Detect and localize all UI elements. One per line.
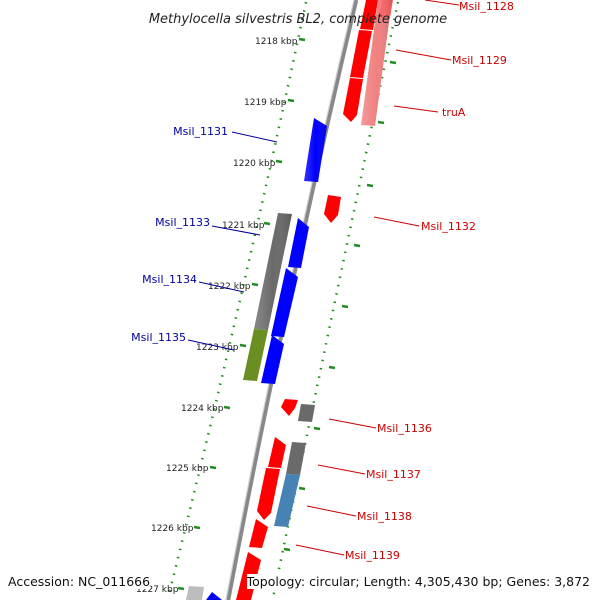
gene-msil-1138-blue[interactable] bbox=[274, 474, 300, 527]
tick-label-1218: 1218 kbp bbox=[255, 37, 298, 47]
gene-shading bbox=[254, 0, 392, 330]
gene-label-msil-1128: Msil_1128 bbox=[459, 0, 514, 13]
gene-msil-1137-grey[interactable] bbox=[286, 442, 306, 475]
gene-label-msil-1129: Msil_1129 bbox=[452, 54, 507, 67]
inner-guide-track bbox=[166, 1, 308, 599]
gene-msil-1129[interactable] bbox=[350, 30, 372, 78]
gene-msil-1132[interactable] bbox=[324, 195, 341, 223]
gene-msil-1134[interactable] bbox=[271, 268, 298, 337]
gene-label-msil-1137: Msil_1137 bbox=[366, 468, 421, 481]
gene-label-msil-1132: Msil_1132 bbox=[421, 220, 476, 233]
tick-label-1221: 1221 kbp bbox=[222, 221, 265, 231]
gene-label-msil-1136: Msil_1136 bbox=[377, 422, 432, 435]
gene-label-msil-1134: Msil_1134 bbox=[142, 273, 197, 286]
gene-msil-1136[interactable] bbox=[281, 399, 298, 416]
gene-msil-1135[interactable] bbox=[261, 335, 284, 384]
gene-msil-1137[interactable] bbox=[268, 437, 286, 468]
tick-label-1227: 1227 kbp bbox=[136, 585, 179, 595]
gene-label-msil-1135: Msil_1135 bbox=[131, 331, 186, 344]
gene-label-msil-1131: Msil_1131 bbox=[173, 125, 228, 138]
tick-label-1223: 1223 kbp bbox=[196, 343, 239, 353]
gene-msil-1136-grey[interactable] bbox=[298, 404, 315, 422]
gene-trua[interactable] bbox=[343, 78, 363, 122]
tick-marks bbox=[177, 37, 306, 591]
gene-label-msil-1138: Msil_1138 bbox=[357, 510, 412, 523]
tick-label-1224: 1224 kbp bbox=[181, 404, 224, 414]
map-title: Methylocella silvestris BL2, complete ge… bbox=[149, 12, 447, 27]
gene-light-grey-bottom[interactable] bbox=[186, 586, 204, 600]
outer-tick-marks bbox=[283, 60, 397, 552]
tick-label-1220: 1220 kbp bbox=[233, 159, 276, 169]
genome-summary-text: Topology: circular; Length: 4,305,430 bp… bbox=[246, 574, 590, 589]
accession-text: Accession: NC_011666 bbox=[8, 574, 151, 589]
gene-msil-1135-track2[interactable] bbox=[243, 329, 268, 381]
gene-msil-1128[interactable] bbox=[360, 0, 378, 30]
gene-label-msil-1133: Msil_1133 bbox=[155, 216, 210, 229]
gene-msil-1138[interactable] bbox=[257, 468, 280, 520]
tick-label-1222: 1222 kbp bbox=[208, 282, 251, 292]
gene-msil-1133[interactable] bbox=[288, 218, 309, 268]
leader-lines-forward bbox=[295, 0, 460, 556]
leader-lines-reverse bbox=[187, 131, 278, 351]
gene-blue-bottom[interactable] bbox=[206, 592, 222, 600]
gene-label-trua: truA bbox=[442, 106, 466, 119]
tick-label-1226: 1226 kbp bbox=[151, 524, 194, 534]
tick-label-1219: 1219 kbp bbox=[244, 98, 287, 108]
tick-label-1225: 1225 kbp bbox=[166, 464, 209, 474]
gene-label-msil-1139: Msil_1139 bbox=[345, 549, 400, 562]
gene-msil-1139[interactable] bbox=[249, 519, 268, 548]
